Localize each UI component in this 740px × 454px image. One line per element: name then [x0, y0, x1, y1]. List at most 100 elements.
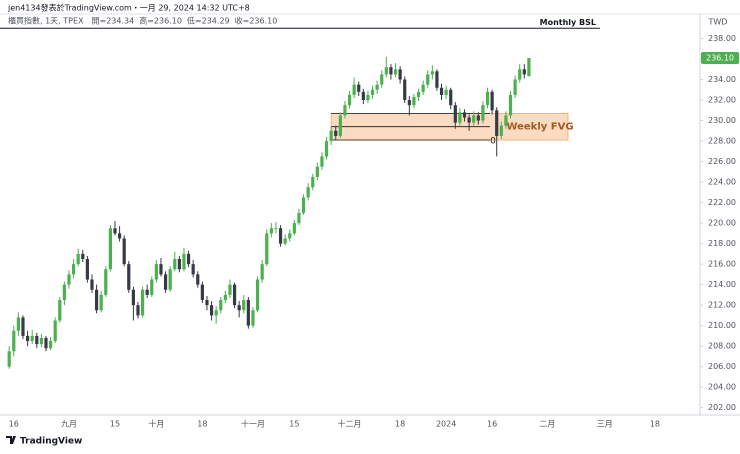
candle-body [472, 115, 476, 123]
candle-body [435, 71, 439, 88]
y-tick-label: 226.00 [708, 157, 736, 166]
brand-logo [6, 436, 16, 444]
candle-body [53, 320, 57, 342]
candle-body [283, 238, 287, 244]
candle-body [485, 91, 490, 106]
candle-body [412, 96, 416, 106]
candle-body [62, 284, 66, 301]
candle-body [292, 223, 296, 234]
candle-body [334, 130, 338, 136]
publisher: jen4134發表於TradingView.com・一月 29, 2024 14… [7, 3, 250, 13]
ohlc-value: 234.34 [106, 17, 134, 26]
candle-body [131, 289, 135, 306]
candle-body [439, 87, 444, 95]
y-tick-label: 204.00 [708, 383, 736, 392]
candle-body [81, 253, 85, 259]
candle-body [315, 166, 319, 177]
candle-body [260, 264, 264, 280]
candle-body [182, 253, 186, 270]
last-price-box [701, 51, 739, 64]
candle-body [467, 117, 471, 123]
candle-body [274, 228, 278, 230]
candle-body [205, 300, 209, 306]
last-price-label: 236.10 [706, 53, 734, 62]
candle-body [398, 69, 402, 80]
candle-body [223, 294, 227, 301]
candle-body [495, 110, 499, 136]
candle-body [219, 300, 223, 311]
candle-body [389, 67, 393, 75]
candle-body [288, 233, 292, 239]
candle-body [242, 300, 246, 311]
candle-body [481, 105, 485, 121]
candle-body [278, 228, 283, 244]
candle-body [117, 233, 122, 239]
candle-body [48, 341, 53, 349]
candle-body [370, 89, 375, 95]
x-tick-label: 15 [110, 420, 120, 429]
candle-body [232, 284, 237, 306]
y-tick-label: 214.00 [708, 280, 736, 289]
ohlc-label: 低= [187, 16, 202, 26]
candle-body [269, 228, 273, 234]
candle-body [255, 279, 260, 311]
y-tick-label: 230.00 [708, 116, 736, 125]
candle-body [177, 258, 181, 270]
candle-body [136, 305, 140, 316]
currency: TWD [708, 18, 728, 27]
candle-body [352, 84, 356, 95]
candle-body [76, 253, 80, 265]
candle-body [403, 79, 407, 101]
candle-body [522, 69, 526, 75]
fvg-level-label: 0 [490, 137, 496, 147]
candle-body [329, 130, 333, 142]
x-tick-label: 三月 [597, 420, 613, 429]
x-tick-label: 16 [9, 420, 19, 429]
candle-body [311, 176, 315, 188]
bsl-label: Monthly BSL [540, 18, 596, 27]
y-tick-label: 232.00 [708, 96, 736, 105]
candle-body [426, 74, 430, 85]
candle-body [246, 300, 250, 326]
candle-body [191, 264, 195, 275]
candle-body [99, 294, 103, 311]
y-tick-label: 220.00 [708, 219, 736, 228]
candle-body [159, 264, 163, 275]
candle-body [163, 274, 168, 290]
candle-body [113, 228, 117, 234]
candle-body [499, 125, 503, 136]
candle-body [513, 79, 517, 95]
ohlc-value: 234.29 [202, 17, 230, 26]
candle-body [104, 269, 108, 295]
x-tick-label: 十月 [148, 419, 164, 429]
candle-body [462, 112, 467, 118]
y-tick-label: 224.00 [708, 178, 736, 187]
ohlc-label: 高= [139, 16, 154, 26]
candle-body [140, 289, 145, 316]
candle-body [380, 74, 384, 85]
candle-body [94, 289, 99, 311]
candle-body [39, 337, 43, 345]
candle-body [237, 305, 241, 311]
y-tick-label: 222.00 [708, 198, 736, 207]
brand: TradingView [20, 437, 82, 447]
candle-body [44, 337, 48, 349]
x-tick-label: 九月 [61, 420, 77, 429]
candle-body [476, 115, 480, 121]
candle-body [67, 274, 71, 285]
y-tick-label: 238.00 [708, 34, 736, 43]
candle-body [150, 279, 154, 295]
candle-body [421, 84, 425, 92]
candle-body [209, 305, 214, 316]
x-tick-label: 十二月 [338, 419, 362, 429]
y-tick-label: 228.00 [708, 137, 736, 146]
candle-body [35, 335, 39, 345]
candle-body [21, 317, 25, 336]
candle-body [320, 156, 324, 167]
candle-body [108, 228, 112, 270]
candle-body [145, 289, 149, 295]
candle-body [301, 197, 306, 213]
x-tick-label: 十一月 [241, 419, 265, 429]
candle-body [71, 264, 76, 275]
ohlc-value: 236.10 [154, 17, 182, 26]
